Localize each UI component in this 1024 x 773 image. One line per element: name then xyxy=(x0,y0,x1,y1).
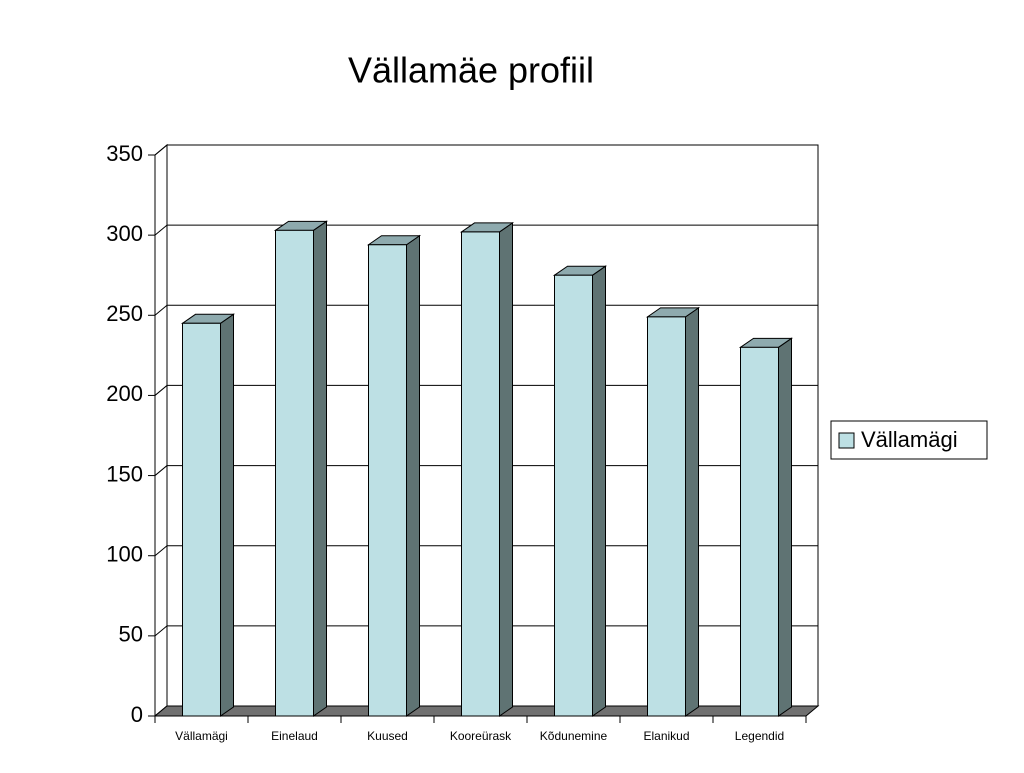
legend-box xyxy=(830,420,988,460)
grid-line xyxy=(154,144,168,156)
bar-side xyxy=(313,220,327,717)
grid-line xyxy=(154,625,168,637)
y-tick-label: 300 xyxy=(106,221,143,246)
bar-side xyxy=(220,313,234,717)
legend-swatch xyxy=(838,432,855,449)
grid-line xyxy=(154,385,168,396)
bar-side xyxy=(406,234,420,717)
y-tick-label: 200 xyxy=(106,381,143,406)
x-tick-label: Legendid xyxy=(735,729,784,743)
y-tick-label: 0 xyxy=(131,702,143,727)
x-tick-label: Elanikud xyxy=(643,729,689,743)
x-tick-label: Einelaud xyxy=(271,729,318,743)
bar xyxy=(740,346,779,717)
bar xyxy=(554,274,593,717)
grid-line xyxy=(154,465,168,476)
grid-line xyxy=(154,224,168,236)
grid-line xyxy=(154,304,168,316)
x-tick-label: Kõdunemine xyxy=(540,729,608,743)
bar-side xyxy=(499,221,513,717)
y-tick-label: 350 xyxy=(106,141,143,166)
x-tick-label: Kuused xyxy=(367,729,408,743)
legend-label: Vällamägi xyxy=(861,427,958,452)
grid-line xyxy=(154,545,168,557)
bar xyxy=(275,229,314,717)
y-tick-label: 50 xyxy=(119,622,143,647)
bar xyxy=(182,322,221,717)
x-tick-label: Vällamägi xyxy=(175,729,228,743)
x-tick-label: Kooreürask xyxy=(450,729,512,743)
y-tick-label: 150 xyxy=(106,461,143,486)
bar xyxy=(461,231,500,717)
bar xyxy=(368,244,407,717)
bar-side xyxy=(778,337,792,717)
chart-title: Vällamäe profiil xyxy=(348,50,594,91)
bar-side xyxy=(592,265,606,717)
bar xyxy=(647,316,686,717)
y-tick-label: 100 xyxy=(106,542,143,567)
bar-side xyxy=(685,306,699,717)
y-tick-label: 250 xyxy=(106,301,143,326)
